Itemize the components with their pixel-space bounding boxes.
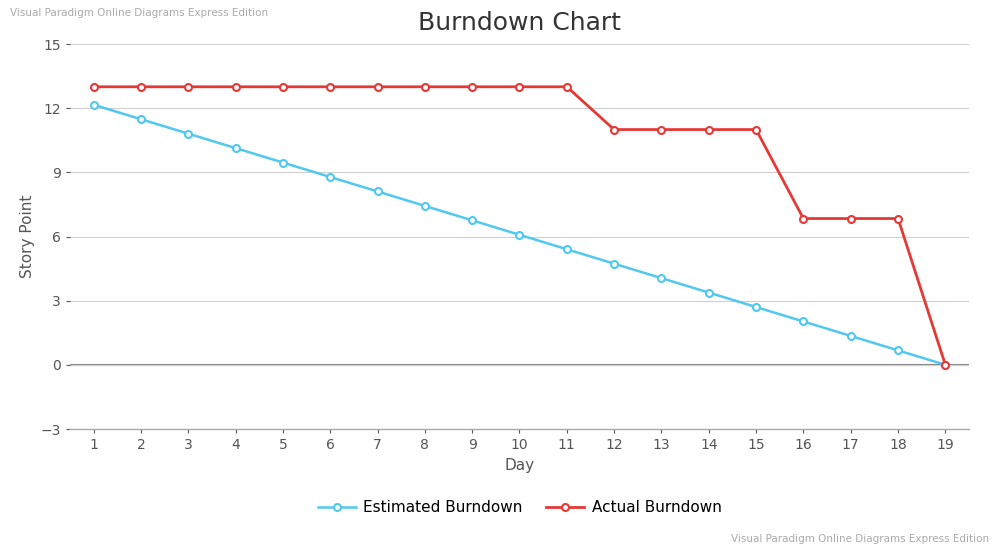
Estimated Burndown [797,318,809,325]
Estimated Burndown [325,174,337,180]
Actual Burndown [513,84,525,90]
Estimated Burndown [88,101,100,108]
Estimated Burndown [372,188,384,195]
Actual Burndown [277,84,289,90]
X-axis label: Day: Day [504,458,534,472]
Estimated Burndown [655,275,667,282]
Estimated Burndown [230,145,242,151]
Estimated Burndown [560,246,572,252]
Title: Burndown Chart: Burndown Chart [418,11,621,35]
Actual Burndown [560,84,572,90]
Estimated Burndown [939,361,951,368]
Line: Estimated Burndown: Estimated Burndown [90,101,949,368]
Estimated Burndown [467,217,479,224]
Actual Burndown [939,361,951,368]
Actual Burndown [845,215,857,222]
Legend: Estimated Burndown, Actual Burndown: Estimated Burndown, Actual Burndown [312,494,727,521]
Actual Burndown [88,84,100,90]
Actual Burndown [325,84,337,90]
Actual Burndown [892,215,904,222]
Actual Burndown [135,84,147,90]
Actual Burndown [655,126,667,133]
Text: Visual Paradigm Online Diagrams Express Edition: Visual Paradigm Online Diagrams Express … [731,535,989,544]
Y-axis label: Story Point: Story Point [20,195,35,278]
Estimated Burndown [892,347,904,354]
Estimated Burndown [419,202,431,209]
Estimated Burndown [608,260,620,267]
Line: Actual Burndown: Actual Burndown [90,83,949,368]
Estimated Burndown [135,116,147,123]
Actual Burndown [608,126,620,133]
Actual Burndown [750,126,762,133]
Estimated Burndown [277,160,289,166]
Estimated Burndown [702,289,714,296]
Actual Burndown [702,126,714,133]
Actual Burndown [182,84,194,90]
Text: Visual Paradigm Online Diagrams Express Edition: Visual Paradigm Online Diagrams Express … [10,8,268,18]
Actual Burndown [372,84,384,90]
Actual Burndown [419,84,431,90]
Estimated Burndown [750,304,762,310]
Actual Burndown [230,84,242,90]
Actual Burndown [467,84,479,90]
Estimated Burndown [845,333,857,339]
Estimated Burndown [182,130,194,137]
Estimated Burndown [513,232,525,238]
Actual Burndown [797,215,809,222]
